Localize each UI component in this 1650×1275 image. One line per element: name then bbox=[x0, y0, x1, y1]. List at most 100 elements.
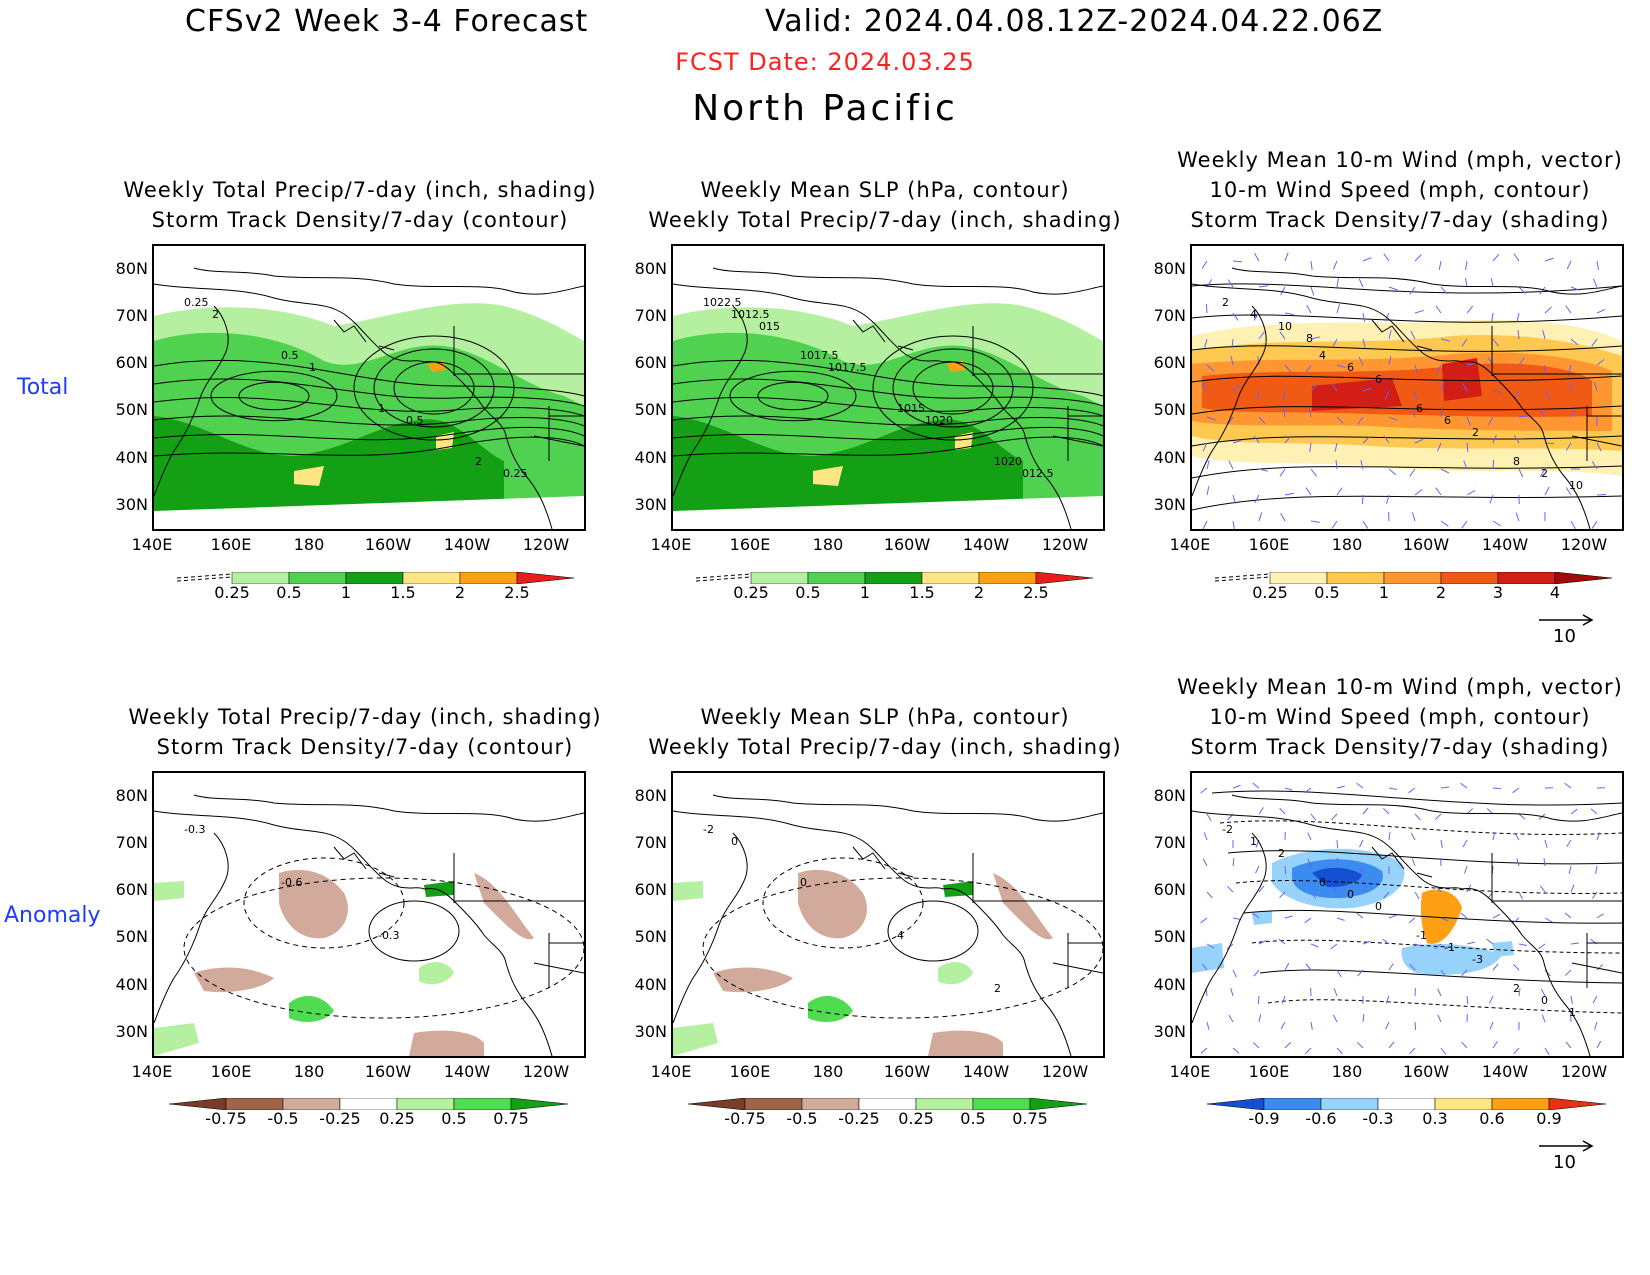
wind-vector bbox=[1362, 1013, 1365, 1023]
colorbar-segment bbox=[1029, 1098, 1087, 1110]
wind-vector bbox=[1253, 969, 1260, 977]
contour-line bbox=[373, 348, 495, 428]
lon-label: 120W bbox=[522, 1062, 570, 1081]
valid-range: Valid: 2024.04.08.12Z-2024.04.22.06Z bbox=[765, 4, 1384, 39]
colorbar-segment bbox=[1548, 1098, 1606, 1110]
wind-vector bbox=[1284, 787, 1293, 791]
wind-vector bbox=[1591, 461, 1598, 470]
contour-line-dashed bbox=[243, 857, 405, 949]
contour-label: 6 bbox=[1347, 361, 1354, 374]
contour-line bbox=[729, 370, 857, 422]
contour-label: -1 bbox=[1444, 941, 1455, 954]
wind-vector bbox=[1565, 487, 1572, 496]
wind-vector bbox=[1336, 917, 1345, 921]
lon-label: 120W bbox=[1041, 535, 1089, 554]
wind-vector bbox=[1308, 408, 1312, 418]
colorbar-label: 1 bbox=[859, 583, 871, 602]
region-title: North Pacific bbox=[692, 88, 958, 129]
wind-vector bbox=[1596, 260, 1600, 270]
wind-vector bbox=[1409, 963, 1416, 971]
wind-vector bbox=[1543, 364, 1546, 375]
wind-vector bbox=[1440, 520, 1449, 527]
wind-vector bbox=[1410, 330, 1416, 340]
contour-label: 1 bbox=[378, 402, 385, 415]
wind-vector bbox=[1385, 995, 1390, 1004]
contour-line bbox=[1227, 850, 1622, 865]
wind-vector bbox=[1568, 364, 1572, 374]
wind-vector bbox=[1388, 356, 1392, 366]
wind-vector bbox=[1362, 436, 1370, 444]
wind-vector bbox=[1570, 408, 1576, 418]
contour-label: 6 bbox=[1444, 414, 1451, 427]
wind-vector bbox=[1359, 865, 1364, 874]
wind-vector bbox=[1331, 383, 1338, 392]
wind-vector bbox=[1596, 359, 1605, 366]
wind-vector bbox=[1461, 969, 1468, 977]
colorbar-label: 1.5 bbox=[390, 583, 416, 602]
wind-vector bbox=[1513, 390, 1520, 399]
wind-vector bbox=[1461, 520, 1468, 529]
wind-vector bbox=[1596, 964, 1604, 971]
wind-vector bbox=[1590, 808, 1598, 815]
lon-label: 160W bbox=[1402, 535, 1450, 554]
wind-vector bbox=[1596, 913, 1605, 919]
wind-vector bbox=[1279, 331, 1286, 340]
colorbar-label: 4 bbox=[1549, 583, 1561, 602]
wind-vector bbox=[1258, 285, 1268, 288]
colorbar-segment bbox=[1214, 573, 1271, 582]
wind-vector bbox=[1440, 786, 1449, 789]
wind-vector bbox=[1357, 416, 1364, 425]
wind-vector bbox=[1206, 364, 1214, 372]
wind-vector bbox=[1488, 416, 1494, 426]
lat-label: 30N bbox=[1153, 1022, 1186, 1041]
contour-line bbox=[154, 426, 584, 441]
wind-vector bbox=[1492, 459, 1495, 470]
lat-label: 40N bbox=[634, 448, 667, 467]
wind-vector bbox=[1410, 832, 1416, 841]
wind-vector bbox=[1440, 338, 1450, 342]
contour-label: 2 bbox=[1513, 982, 1520, 995]
lat-label: 80N bbox=[634, 786, 667, 805]
colorbar-label: 0.5 bbox=[276, 583, 302, 602]
wind-vector bbox=[1336, 1047, 1343, 1055]
vector-reference-label: 10 bbox=[1553, 1152, 1576, 1173]
panel-title-line: Weekly Mean SLP (hPa, contour) bbox=[700, 705, 1070, 729]
lon-label: 180 bbox=[293, 1062, 325, 1081]
wind-vector bbox=[1206, 813, 1212, 822]
wind-vector bbox=[1257, 356, 1260, 366]
contour-label: 0 bbox=[1319, 876, 1326, 889]
panel-title-line: Weekly Mean SLP (hPa, contour) bbox=[700, 178, 1070, 202]
colorbar-storm-total bbox=[1213, 572, 1612, 584]
panel-title-line: Storm Track Density/7-day (contour) bbox=[156, 735, 574, 759]
wind-vector bbox=[1232, 917, 1241, 921]
wind-vector bbox=[1414, 1021, 1417, 1031]
wind-vector bbox=[1200, 787, 1208, 794]
wind-vector bbox=[1539, 286, 1546, 295]
anom-shade-brown bbox=[798, 869, 867, 939]
panel-title-line: Storm Track Density/7-day (shading) bbox=[1190, 208, 1610, 232]
contour-line bbox=[154, 359, 584, 397]
coastline bbox=[673, 305, 748, 497]
lat-label: 50N bbox=[1153, 927, 1186, 946]
colorbar-label: -0.75 bbox=[205, 1109, 247, 1128]
lon-label: 140E bbox=[650, 535, 692, 554]
wind-vector bbox=[1492, 832, 1496, 841]
wind-vector bbox=[1331, 813, 1338, 821]
wind-vector bbox=[1592, 995, 1598, 1004]
lon-label: 140W bbox=[443, 1062, 491, 1081]
wind-vector bbox=[1463, 460, 1468, 470]
wind-vector bbox=[1460, 912, 1468, 919]
map-panel-top-left: 0.25 0.5 1 2 2 1 0.5 0.25 bbox=[152, 244, 586, 531]
wind-vector bbox=[1362, 520, 1369, 529]
wind-vector bbox=[1596, 832, 1600, 841]
anom-shade-brown bbox=[279, 869, 348, 939]
wind-vector bbox=[1492, 338, 1499, 347]
wind-vector bbox=[1542, 330, 1546, 340]
wind-vector bbox=[1283, 390, 1286, 400]
wind-vector bbox=[1310, 520, 1320, 523]
lon-label: 120W bbox=[522, 535, 570, 554]
wind-vector bbox=[1516, 858, 1520, 867]
lon-label: 140W bbox=[962, 1062, 1010, 1081]
lat-label: 30N bbox=[115, 1022, 148, 1041]
wind-vector bbox=[1486, 938, 1494, 945]
